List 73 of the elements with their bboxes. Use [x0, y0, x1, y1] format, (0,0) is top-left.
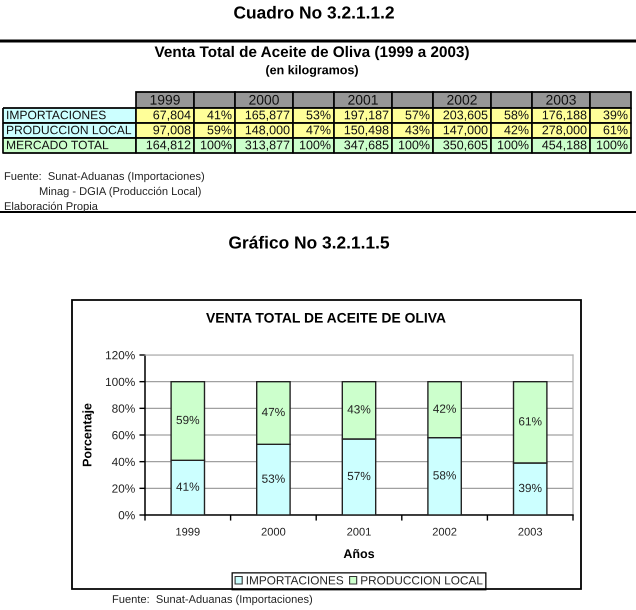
y-axis-title: Porcentaje [82, 403, 94, 466]
text: 61% [604, 126, 628, 134]
x-tick-label: 2003 [518, 528, 542, 536]
data-label: 47% [262, 408, 285, 416]
x-tick-label: 2000 [262, 528, 286, 536]
text: 58% [504, 110, 529, 120]
text: 57% [405, 110, 430, 120]
data-label: 39% [518, 484, 542, 492]
text: Minag - DGIA (Producción Local) [40, 186, 201, 198]
legend-label: PRODUCCION LOCAL [361, 576, 482, 585]
text: 53% [306, 110, 331, 120]
text: 203,605 [443, 110, 488, 121]
text: 164,812 [146, 140, 190, 151]
y-tick-label: PRODUCCION LOCAL [6, 126, 132, 134]
x-axis-title: Años [344, 549, 374, 558]
text: 347,685 [344, 140, 388, 151]
text: 147,000 [444, 126, 488, 136]
x-tick-label: 2001 [348, 94, 378, 105]
source-note: Fuente: Sunat-Aduanas (Importaciones) [4, 172, 204, 182]
data-label: 59% [176, 416, 200, 424]
text: 43% [405, 126, 430, 134]
text: 100% [596, 140, 628, 150]
text: 148,000 [246, 126, 290, 136]
text: Gráfico No 3.2.1.1.5 [229, 236, 390, 249]
source-note: Fuente: Sunat-Aduanas (Importaciones) [112, 594, 312, 606]
chart-subtitle: (en kilogramos) [266, 65, 358, 77]
text: 454,188 [542, 140, 586, 151]
data-label: 43% [347, 405, 370, 414]
text: 47% [306, 126, 331, 134]
text: 41% [207, 110, 232, 120]
text: 42% [504, 126, 529, 134]
y-tick-label: 40% [112, 458, 135, 466]
y-tick-label: IMPORTACIONES [7, 110, 106, 120]
y-tick-label: 80% [112, 404, 135, 413]
text: 67,804 [153, 110, 191, 121]
text: 165,877 [246, 110, 290, 121]
x-tick-label: 2000 [249, 94, 279, 105]
data-label: 42% [433, 404, 456, 413]
text: 313,877 [245, 140, 290, 151]
text: 100% [398, 140, 430, 150]
y-tick-label: 120% [106, 351, 135, 360]
x-tick-label: 1999 [176, 528, 200, 536]
text: 350,605 [443, 140, 488, 151]
y-tick-label: MERCADO TOTAL [6, 140, 108, 150]
y-tick-label: 20% [112, 484, 135, 493]
text: 197,187 [344, 110, 388, 121]
x-tick-label: 2001 [347, 528, 371, 536]
text: Cuadro No 3.2.1.1.2 [234, 6, 394, 19]
text: 278,000 [542, 126, 587, 136]
text: 100% [300, 140, 331, 150]
data-label: 53% [262, 474, 285, 483]
x-tick-label: 2002 [432, 528, 456, 536]
text: 59% [207, 126, 232, 134]
y-tick-label: 0% [118, 511, 135, 520]
text: 176,188 [542, 110, 586, 121]
y-tick-label: 100% [106, 378, 135, 386]
text: 97,008 [153, 126, 190, 136]
x-tick-label: 2003 [546, 94, 576, 105]
x-tick-label: 1999 [150, 94, 180, 105]
chart-title: VENTA TOTAL DE ACEITE DE OLIVA [206, 312, 446, 323]
text: 150,498 [344, 126, 388, 136]
text: 100% [200, 140, 232, 150]
data-label: 61% [518, 417, 542, 426]
x-tick-label: 2002 [447, 94, 477, 105]
text: 39% [603, 110, 628, 120]
data-label: 41% [176, 482, 200, 491]
y-tick-label: 60% [112, 431, 135, 440]
legend-label: IMPORTACIONES [246, 576, 344, 585]
text: Elaboración Propia [4, 202, 98, 212]
text: 100% [498, 140, 529, 150]
chart-title: Venta Total de Aceite de Oliva (1999 a 2003) [154, 46, 469, 60]
data-label: 58% [433, 471, 456, 480]
data-label: 57% [348, 472, 370, 480]
